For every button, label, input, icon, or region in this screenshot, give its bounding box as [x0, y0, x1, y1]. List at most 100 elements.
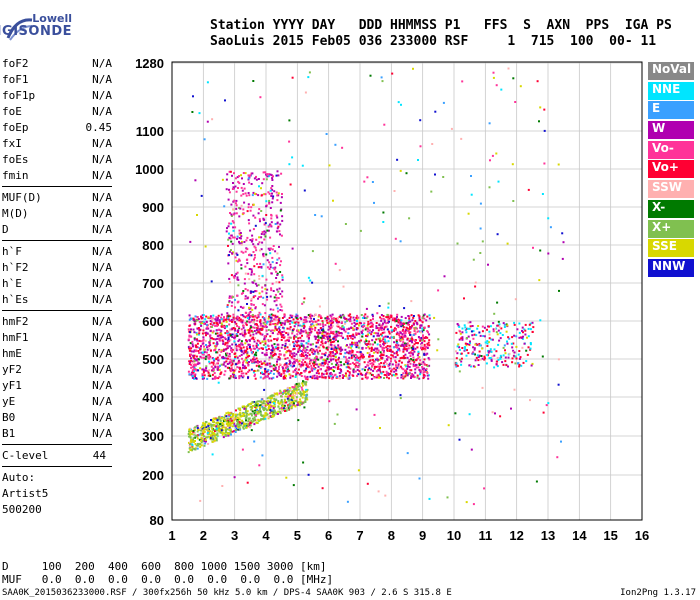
echo-point [297, 388, 300, 391]
echo-point [315, 358, 318, 360]
echo-point [479, 344, 482, 347]
echo-point [294, 344, 297, 347]
echo-point [202, 336, 205, 339]
echo-point [200, 317, 203, 320]
echo-point [468, 364, 471, 367]
echo-point [261, 351, 264, 354]
echo-point [495, 152, 498, 155]
echo-point [282, 372, 285, 375]
echo-point [307, 473, 310, 476]
echo-point [228, 352, 231, 355]
echo-point [488, 350, 491, 353]
echo-point [352, 371, 355, 374]
echo-point [477, 359, 480, 362]
echo-point [234, 375, 237, 378]
echo-point [390, 350, 393, 353]
echo-point [288, 327, 291, 330]
echo-point [236, 318, 239, 321]
echo-point [253, 273, 256, 276]
logo-text-digisonde: DIGISONDE [0, 24, 72, 39]
echo-point [267, 400, 270, 403]
echo-point [268, 377, 271, 380]
echo-point [497, 320, 500, 323]
echo-point [281, 215, 284, 218]
echo-point [228, 170, 231, 173]
echo-point [335, 347, 338, 350]
echo-point [269, 308, 272, 311]
echo-point [297, 385, 300, 388]
echo-point [427, 325, 430, 328]
echo-point [397, 367, 400, 370]
echo-point [408, 344, 411, 347]
echo-point [224, 370, 227, 373]
echo-point [371, 322, 373, 325]
echo-point [277, 400, 280, 403]
echo-point [378, 367, 381, 370]
echo-point [285, 366, 288, 369]
echo-point [252, 191, 255, 194]
echo-point [258, 275, 261, 277]
echo-point [399, 340, 402, 343]
echo-point [378, 305, 381, 307]
echo-point [424, 374, 426, 377]
echo-point [319, 368, 322, 371]
echo-point [373, 376, 376, 378]
echo-point [219, 419, 222, 422]
echo-point [278, 365, 280, 368]
echo-point [269, 263, 272, 266]
echo-point [375, 332, 377, 335]
echo-point [494, 412, 496, 415]
echo-point [188, 430, 190, 433]
echo-point [291, 375, 294, 378]
echo-point [405, 322, 408, 325]
echo-point [208, 357, 211, 360]
echo-point [245, 194, 248, 197]
echo-point [321, 487, 324, 490]
echo-point [246, 320, 249, 323]
echo-point [233, 369, 236, 372]
echo-point [420, 344, 423, 347]
echo-point [369, 74, 372, 77]
echo-point [228, 377, 231, 380]
echo-point [239, 207, 242, 210]
echo-point [263, 353, 266, 356]
echo-point [273, 300, 276, 303]
echo-point [197, 327, 200, 329]
echo-point [242, 413, 245, 415]
echo-point [262, 178, 265, 181]
echo-point [471, 325, 474, 327]
echo-point [253, 440, 256, 443]
echo-point [225, 354, 228, 357]
echo-point [486, 354, 489, 356]
echo-point [191, 369, 194, 372]
echo-point [238, 242, 241, 245]
echo-point [203, 348, 206, 351]
echo-point [345, 366, 348, 369]
echo-point [216, 317, 219, 319]
echo-point [197, 318, 200, 320]
echo-point [220, 325, 223, 328]
echo-point [364, 313, 367, 316]
echo-point [231, 425, 234, 428]
echo-point [213, 434, 216, 437]
echo-point [363, 340, 366, 343]
echo-point [211, 318, 213, 321]
echo-point [275, 304, 278, 307]
echo-point [214, 366, 217, 369]
echo-point [305, 388, 308, 391]
echo-point [491, 154, 494, 157]
echo-point [264, 335, 267, 338]
echo-point [309, 325, 312, 328]
param-row: hmE N/A [2, 346, 112, 362]
echo-point [202, 431, 205, 434]
echo-point [396, 331, 399, 334]
echo-point [281, 276, 284, 279]
echo-point [253, 375, 256, 377]
echo-point [289, 361, 292, 363]
echo-point [252, 351, 254, 354]
echo-point [259, 220, 261, 223]
echo-point [235, 259, 238, 262]
echo-point [419, 359, 422, 362]
echo-point [234, 413, 237, 416]
echo-point [235, 429, 237, 432]
